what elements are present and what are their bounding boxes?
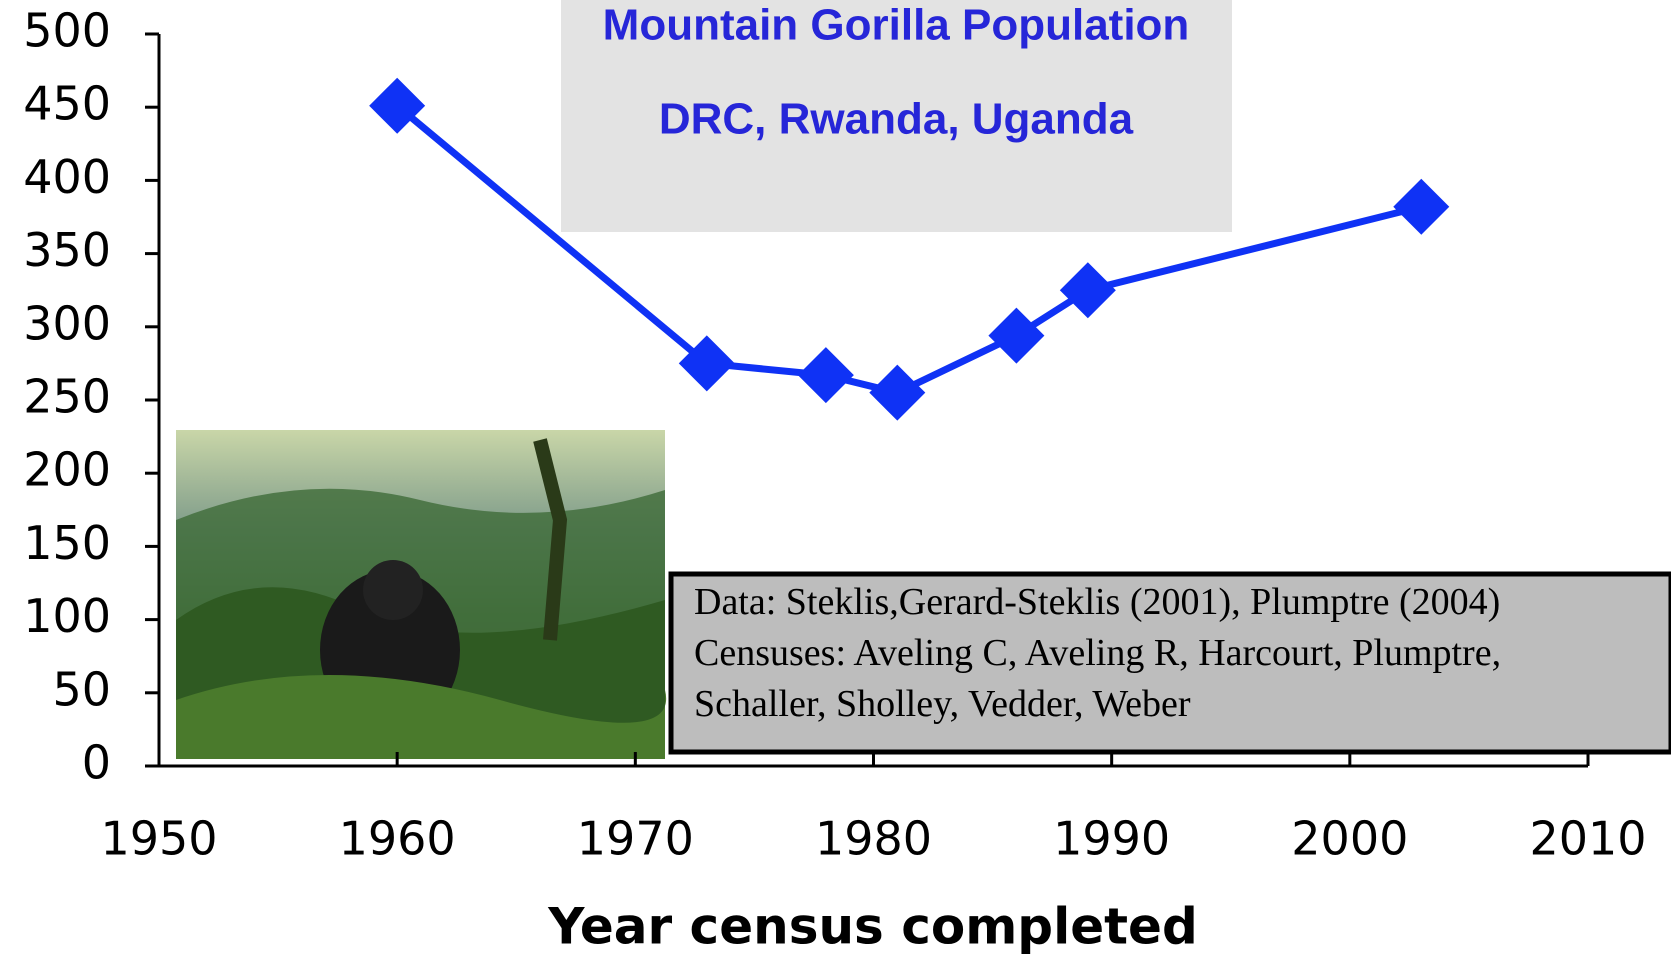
y-tick-label: 400 <box>23 150 111 204</box>
note-line: Schaller, Sholley, Vedder, Weber <box>694 683 1191 725</box>
notes-box <box>668 571 1671 755</box>
y-tick-label: 450 <box>23 77 111 131</box>
data-point <box>797 347 854 404</box>
y-tick-label: 150 <box>23 516 111 570</box>
x-tick-label: 1990 <box>1053 812 1170 866</box>
data-point <box>1059 262 1116 319</box>
x-tick-label: 2000 <box>1291 812 1408 866</box>
x-tick-label: 2010 <box>1529 812 1646 866</box>
chart-subtitle: DRC, Rwanda, Uganda <box>659 95 1134 144</box>
y-tick-label: 0 <box>82 736 111 790</box>
data-point <box>369 77 426 134</box>
data-point <box>1393 178 1450 235</box>
chart-title: Mountain Gorilla Population <box>603 1 1190 50</box>
y-tick-label: 50 <box>52 662 111 716</box>
x-axis-label: Year census completed <box>547 898 1198 956</box>
note-line: Censuses: Aveling C, Aveling R, Harcourt… <box>694 632 1501 674</box>
y-tick-label: 250 <box>23 370 111 424</box>
y-tick-label: 300 <box>23 296 111 350</box>
data-point <box>869 364 926 421</box>
x-tick-label: 1950 <box>100 812 217 866</box>
data-point <box>678 335 735 392</box>
title-box <box>561 0 1232 232</box>
photo <box>176 430 667 759</box>
y-tick-label: 500 <box>23 4 111 58</box>
x-tick-label: 1970 <box>577 812 694 866</box>
y-tick-label: 100 <box>23 589 111 643</box>
data-point <box>988 307 1045 364</box>
x-tick-label: 1980 <box>815 812 932 866</box>
y-tick-label: 200 <box>23 443 111 497</box>
note-line: Data: Steklis,Gerard-Steklis (2001), Plu… <box>694 581 1500 623</box>
y-tick-label: 350 <box>23 223 111 277</box>
x-tick-label: 1960 <box>339 812 456 866</box>
